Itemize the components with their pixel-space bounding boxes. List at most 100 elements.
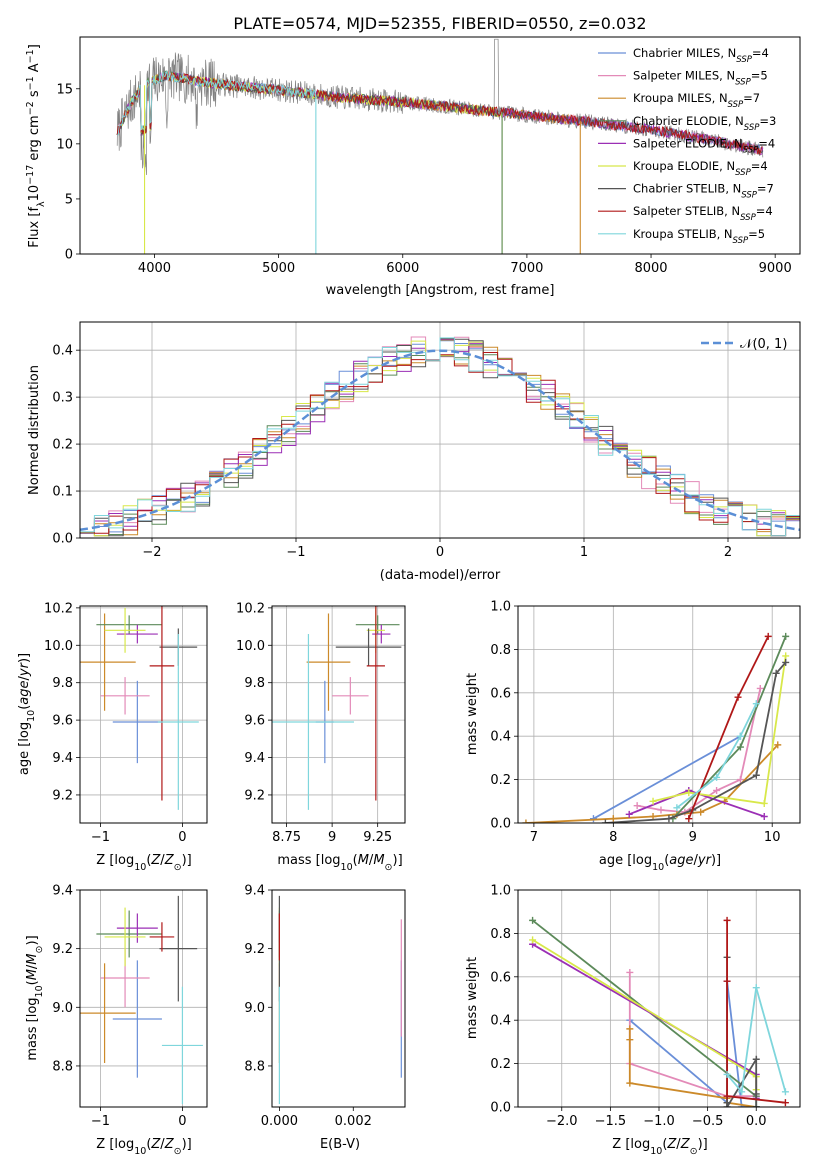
label-part: /: [25, 964, 40, 969]
label-part: s: [27, 90, 42, 101]
x-tick-label: 0: [436, 545, 444, 560]
series-point-chabrier-stelib: [752, 771, 760, 779]
y-tick-label: 0.8: [490, 927, 511, 942]
x-tick-label: 5000: [262, 261, 295, 276]
mw-age-y-axis-label: mass weight: [465, 673, 480, 755]
series-point-chabrier-stelib: [723, 1103, 731, 1107]
y-tick-label: 9.2: [244, 788, 265, 803]
x-tick-label: 8.75: [272, 830, 301, 845]
legend-label-chabrier-elodie: Chabrier ELODIE, NSSP=3: [633, 114, 776, 133]
label-part: 10: [27, 185, 42, 202]
x-tick-label: 6000: [386, 261, 419, 276]
y-tick-label: 0: [65, 248, 73, 263]
label-part: Z: [164, 1137, 175, 1152]
label-part: )]: [17, 653, 32, 663]
label-part: −1: [25, 49, 36, 63]
label-part: Z: [150, 853, 161, 868]
x-tick-label: 7000: [510, 261, 543, 276]
series-point-kroupa-elodie: [529, 936, 537, 944]
x-tick-label: 0: [178, 830, 186, 845]
legend-tail: =5: [748, 227, 765, 241]
series-line-salpeter-stelib: [726, 920, 786, 1104]
y-tick-label: 10.2: [236, 601, 265, 616]
series-point-kroupa-miles: [774, 741, 782, 749]
legend-text: Kroupa ELODIE, N: [633, 159, 735, 173]
spectrum-y-axis-label: Flux [fλ10−17 erg cm−2 s−1 A−1]: [25, 44, 47, 248]
label-part: erg cm: [27, 115, 42, 164]
y-tick-label: 10: [56, 137, 73, 152]
x-tick-label: 9: [328, 830, 336, 845]
spectrum-model-kroupa-stelib: [117, 70, 317, 136]
label-part: 10: [341, 862, 353, 873]
x-tick-label: 0.0: [746, 1114, 767, 1129]
mass-z-x-axis-label: Z [log10(Z/Z⊙)]: [96, 1137, 191, 1157]
y-tick-label: 0.0: [490, 1101, 511, 1116]
series-point-kroupa-miles: [609, 815, 617, 823]
series-point-kroupa-stelib: [673, 804, 681, 812]
series-point-chabrier-stelib: [601, 819, 609, 823]
legend-sub: SSP: [735, 168, 751, 178]
legend-label-kroupa-stelib: Kroupa STELIB, NSSP=5: [633, 227, 765, 246]
label-part: 10: [134, 862, 146, 873]
label-part: M: [373, 853, 384, 868]
axes-frame: [517, 605, 801, 824]
legend-tail: =4: [756, 204, 773, 218]
label-part: (: [353, 853, 358, 868]
label-part: (: [146, 1137, 151, 1152]
mw-z-y-axis-label: mass weight: [465, 957, 480, 1039]
series-point-chabrier-stelib: [772, 669, 780, 677]
series-point-salpeter-elodie: [625, 810, 633, 818]
label-part: Z: [680, 1137, 691, 1152]
legend-text: Kroupa MILES, N: [633, 91, 728, 105]
label-part: mass [log: [277, 853, 340, 868]
plot-area-residuals: [80, 336, 800, 538]
axes-age-vs-Z: −1 09.29.49.69.810.010.2Z [log10(Z/Z⊙)]ag…: [17, 601, 208, 873]
label-part: yr: [697, 853, 713, 868]
axes-residuals: −2 −1 0 1 2 0.0 0.1 0.2 0.3 0.4 𝒩(0, 1) (data-model…: [27, 321, 801, 583]
y-tick-label: 1.0: [490, 884, 511, 899]
legend-label-normal: 𝒩(0, 1): [740, 337, 787, 352]
x-tick-label: −1: [286, 545, 305, 560]
label-part: )]: [698, 1137, 708, 1152]
label-part: Z: [666, 1137, 677, 1152]
series-point-chabrier-elodie: [529, 916, 537, 924]
series-line-kroupa-stelib: [676, 703, 758, 809]
y-tick-label: 0.6: [490, 686, 511, 701]
x-tick-label: 1: [580, 545, 588, 560]
axes-mass-vs-Z: −1 08.89.09.29.4Z [log10(Z/Z⊙)]mass [log1…: [25, 884, 208, 1157]
plot-area-mass-vs-EBV: [278, 895, 402, 1105]
series-point-kroupa-elodie: [685, 789, 693, 797]
label-part: 10: [34, 985, 45, 997]
legend-label-chabrier-miles: Chabrier MILES, NSSP=4: [633, 46, 769, 65]
series-point-salpeter-stelib: [734, 693, 742, 701]
y-tick-label: 9.0: [244, 1001, 265, 1016]
label-part: M: [25, 953, 40, 964]
series-point-kroupa-stelib: [723, 1070, 731, 1078]
series-point-salpeter-stelib: [781, 1099, 789, 1107]
y-tick-label: 9.2: [52, 788, 73, 803]
legend-text: Kroupa STELIB, N: [633, 227, 733, 241]
series-point-chabrier-stelib: [752, 1055, 760, 1063]
label-part: 10: [134, 1146, 146, 1157]
x-tick-label: 9000: [759, 261, 792, 276]
y-tick-label: 5: [65, 192, 73, 207]
series-point-chabrier-stelib: [752, 1090, 760, 1098]
legend-label-salpeter-elodie: Salpeter ELODIE, NSSP=4: [633, 136, 775, 155]
axes-frame: [271, 605, 406, 824]
y-tick-label: 1.0: [490, 600, 511, 615]
x-tick-label: 9: [689, 830, 697, 845]
y-tick-label: 10.0: [44, 639, 73, 654]
label-part: /: [160, 853, 165, 868]
label-part: ⊙: [174, 1146, 182, 1157]
y-tick-label: 9.2: [244, 942, 265, 957]
plot-area-massweight-vs-age: [522, 632, 790, 823]
label-part: Z: [164, 853, 175, 868]
axes-massweight-vs-Z: −2.0 −1.5 −1.0 −0.5 0.0 0.0 0.2 0.4 0.6 0.8 1.0 Z […: [465, 884, 801, 1157]
label-part: /: [17, 675, 32, 680]
axes-overlay-mass-vs-EBV: 0.000 0.002 8.8 9.0 9.2 9.4 E(B-V): [244, 884, 406, 1152]
y-tick-label: 8.8: [244, 1059, 265, 1074]
label-part: Z [log: [96, 853, 134, 868]
axes-overlay-age-vs-Z: −1 09.29.49.69.810.010.2Z [log10(Z/Z⊙)]ag…: [17, 601, 208, 873]
y-tick-label: 9.8: [244, 676, 265, 691]
